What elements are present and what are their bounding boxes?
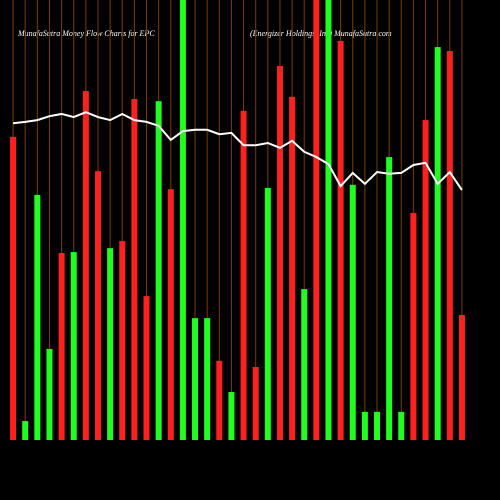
bar: [446, 51, 453, 440]
bar: [458, 315, 465, 440]
bar: [289, 96, 296, 441]
bar: [361, 411, 368, 440]
chart-subtitle: (Energizer Holdings, Inc) MunafaSutra.co…: [250, 29, 392, 38]
bar: [264, 187, 271, 440]
bar: [34, 194, 41, 440]
price-line: [12, 111, 463, 191]
bar: [94, 171, 101, 440]
bar: [82, 91, 89, 440]
bar: [422, 120, 429, 441]
bar: [434, 47, 441, 441]
bar: [398, 411, 405, 440]
bar: [107, 248, 114, 440]
bar: [119, 241, 126, 440]
bar: [313, 0, 320, 440]
bar: [374, 411, 381, 440]
bar: [228, 392, 235, 440]
bar: [252, 366, 259, 440]
bar: [155, 101, 162, 440]
bar: [70, 252, 77, 440]
bar: [216, 360, 223, 440]
bar: [10, 136, 17, 440]
bar: [276, 66, 283, 440]
bar: [337, 40, 344, 441]
bar: [204, 318, 211, 440]
bar: [179, 0, 186, 440]
bar: [192, 318, 199, 440]
bar: [167, 189, 174, 440]
bar: [131, 99, 138, 440]
bar: [386, 157, 393, 440]
bar: [349, 184, 356, 440]
bar: [240, 110, 247, 440]
bar: [410, 212, 417, 440]
bar: [143, 296, 150, 440]
bar: [22, 421, 29, 440]
bar: [46, 348, 53, 440]
bar: [301, 289, 308, 440]
bar: [58, 253, 65, 440]
bar: [325, 0, 332, 440]
